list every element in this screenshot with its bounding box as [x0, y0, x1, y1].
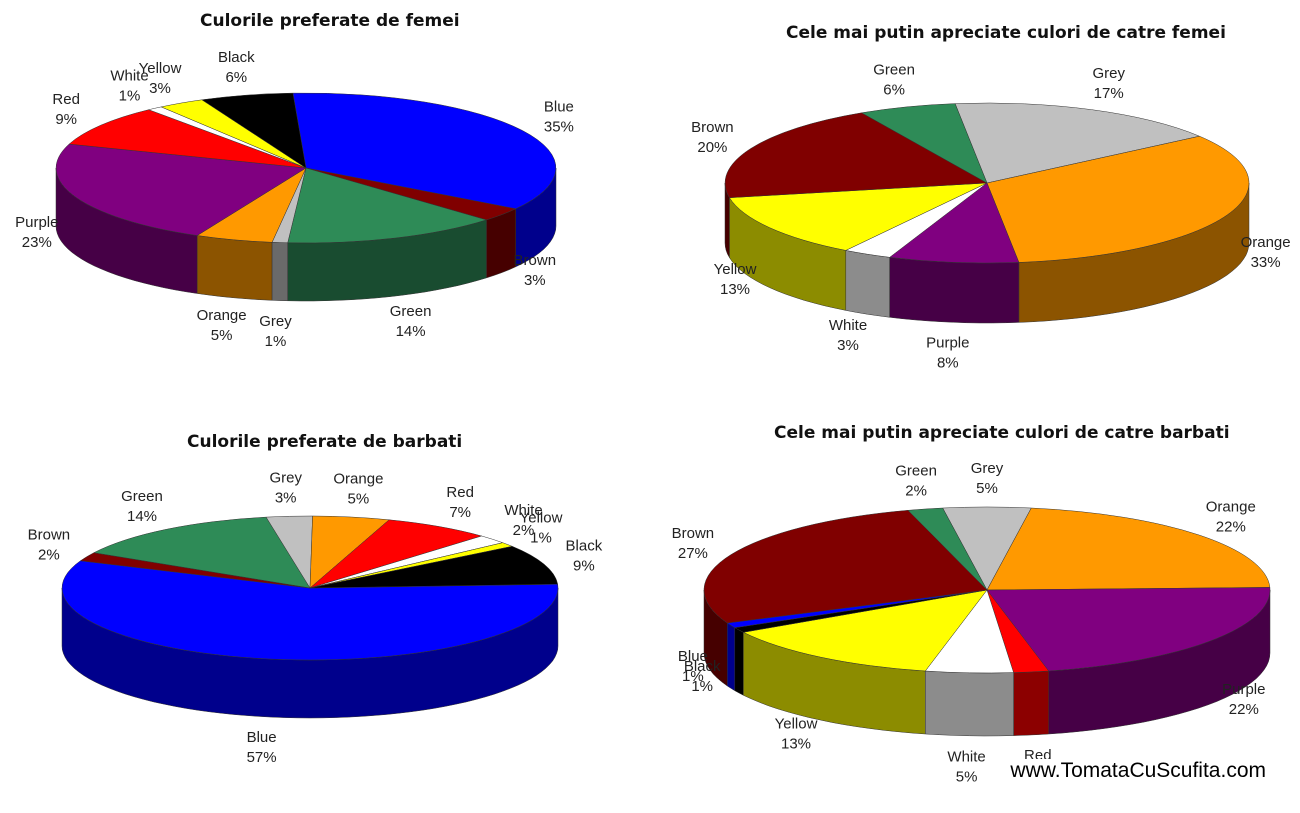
pie-slice-brown [703, 510, 988, 624]
slice-label-orange: Orange 33% [1241, 234, 1291, 271]
slice-label-white: White 5% [947, 749, 985, 786]
slice-label-green: Green 6% [873, 61, 915, 98]
pie-slice-grey [954, 102, 1201, 184]
pie-side-white [845, 250, 890, 318]
slice-label-black: Black 1% [684, 658, 721, 695]
slice-label-orange: Orange 22% [1206, 498, 1256, 535]
slice-label-grey: Grey 17% [1092, 65, 1125, 102]
pie-slice-green [907, 507, 988, 591]
slice-label-blue: Blue 35% [544, 99, 574, 136]
chart-title: Culorile preferate de barbati [187, 432, 463, 452]
chart-panel-men-least-liked: Cele mai putin apreciate culori de catre… [650, 410, 1300, 813]
slice-label-brown: Brown 2% [28, 527, 71, 564]
pie-chart-men-least-liked: Grey5%Orange22%Purple22%Red2%White5%Yell… [672, 460, 1271, 786]
pie-chart-men-favorite: Blue 57% Brown 2% Green 14% Grey 3% Orange 5% Red 7… [28, 469, 603, 766]
pie-side-brown [486, 208, 516, 279]
pie-slice-black [201, 92, 307, 169]
slice-label-yellow: Yellow 13% [775, 715, 818, 752]
slice-label-brown: Brown 3% [514, 252, 557, 289]
slice-label-green: Green 14% [390, 303, 432, 340]
pie-slice-green [860, 103, 988, 184]
pie-slice-purple [55, 143, 307, 236]
slice-label-purple: Purple 23% [15, 214, 58, 251]
chart-panel-men-favorite: Culorile preferate de barbati Blue 57% Bro… [0, 410, 650, 813]
pie-slice-red [68, 109, 307, 169]
slice-label-green: Green 2% [895, 463, 937, 500]
slice-label-black: Black 9% [566, 538, 603, 575]
pie-slice-brown [724, 112, 988, 198]
slice-label-white: White 1% [110, 67, 148, 104]
pie-slice-red [309, 519, 483, 589]
slice-label-white: White 2% [504, 502, 542, 539]
chart-title: Cele mai putin apreciate culori de catre… [774, 423, 1230, 443]
chart-panel-women-favorite: Culorile preferate de femei Blue 35% Brown… [0, 0, 650, 400]
slice-label-yellow: Yellow 3% [139, 60, 182, 97]
pie-slice-green [287, 167, 488, 244]
slice-label-blue: Blue 1% [678, 648, 708, 685]
pie-slice-purple [889, 182, 1020, 264]
pie-slice-purple [986, 587, 1271, 672]
slice-label-brown: Brown 20% [691, 119, 734, 156]
slice-label-white: White 3% [829, 317, 867, 354]
slice-label-yellow: Yellow 13% [714, 261, 757, 298]
slice-label-green: Green 14% [121, 488, 163, 525]
pie-slice-orange [986, 507, 1271, 591]
pie-slice-yellow [742, 589, 988, 672]
pie-side-white [925, 670, 1014, 737]
slice-label-grey: Grey 1% [259, 313, 292, 350]
pie-side-black [734, 627, 744, 696]
chart-title: Cele mai putin apreciate culori de catre… [786, 23, 1226, 43]
chart-title: Culorile preferate de femei [200, 11, 460, 31]
pie-slice-black [309, 546, 558, 589]
pie-side-purple [889, 257, 1020, 324]
pie-slice-green [93, 516, 311, 589]
slice-label-grey: Grey 3% [269, 469, 302, 506]
pie-slice-yellow [729, 182, 988, 251]
pie-side-blue [727, 622, 736, 692]
pie-chart-women-least-liked: Grey 17% Orange 33% Purple 8% White 3% Yellow 13%… [691, 61, 1291, 372]
slice-label-purple: Purple 22% [1222, 681, 1265, 718]
pie-slice-blue [61, 560, 559, 661]
pie-slice-blue [292, 92, 557, 210]
slice-label-black: Black 6% [218, 49, 255, 86]
slice-label-blue: Blue 57% [247, 729, 277, 766]
slice-label-yellow: Yellow 1% [520, 509, 563, 546]
slice-label-orange: Orange 5% [197, 307, 247, 344]
pie-side-grey [271, 242, 288, 302]
slice-label-grey: Grey 5% [971, 460, 1004, 497]
chart-panel-women-least-liked: Cele mai putin apreciate culori de catre… [650, 0, 1300, 400]
pie-slice-orange [986, 135, 1250, 263]
slice-label-purple: Purple 8% [926, 335, 969, 372]
slice-label-red: Red 7% [446, 484, 474, 521]
pie-chart-women-favorite: Blue 35% Brown 3% Green 14% Grey 1% Orange 5% Purp… [15, 49, 574, 350]
slice-label-orange: Orange 5% [333, 470, 383, 507]
slice-label-red: Red 9% [52, 91, 80, 128]
watermark: www.TomataCuScufita.com [1008, 759, 1268, 783]
slice-label-brown: Brown 27% [672, 525, 715, 562]
pie-side-red [1013, 670, 1049, 736]
pie-side-orange [196, 235, 273, 301]
